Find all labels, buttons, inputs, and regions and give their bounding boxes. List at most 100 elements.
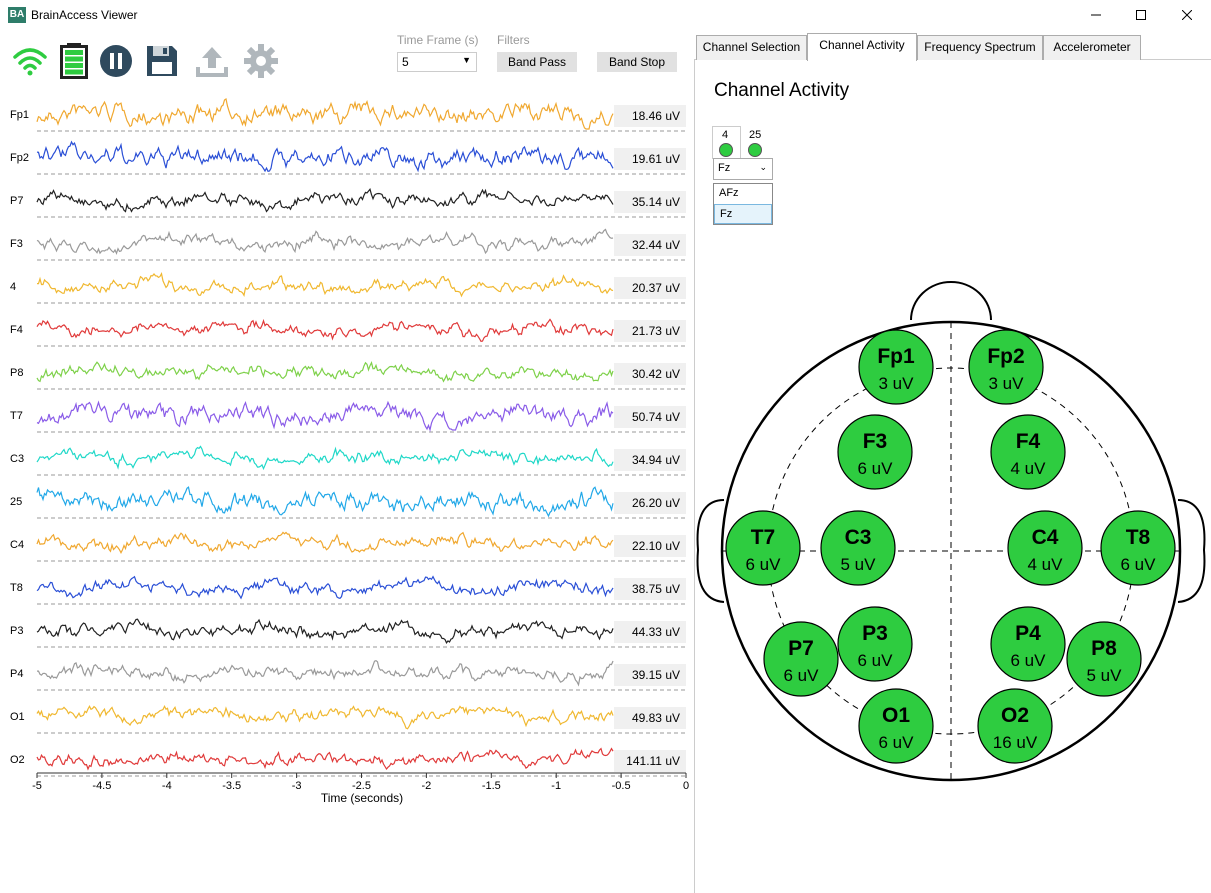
amplitude-box	[614, 191, 686, 213]
dropdown-option-selected[interactable]: Fz	[714, 204, 772, 224]
amplitude-value: 32.44 uV	[632, 238, 680, 252]
close-icon	[1182, 10, 1192, 20]
electrode-p8[interactable]: P8 5 uV	[1066, 621, 1142, 697]
electrode-name: O1	[882, 704, 910, 727]
settings-button[interactable]	[243, 43, 279, 79]
channel-label: O2	[10, 754, 25, 766]
amplitude-value: 20.37 uV	[632, 281, 680, 295]
amplitude-value: 38.75 uV	[632, 582, 680, 596]
minimize-icon	[1091, 14, 1101, 16]
channel-label: F3	[10, 238, 23, 250]
amplitude-box	[614, 664, 686, 686]
electrode-p4[interactable]: P4 6 uV	[990, 606, 1066, 682]
electrode-p3[interactable]: P3 6 uV	[837, 606, 913, 682]
maximize-button[interactable]	[1118, 0, 1164, 30]
x-tick-label: -2.5	[352, 780, 371, 792]
electrode-fp1[interactable]: Fp1 3 uV	[858, 329, 934, 405]
mini-channel-label: 25	[749, 129, 762, 141]
eeg-trace	[37, 660, 614, 687]
channel-combo-value: Fz	[718, 162, 731, 174]
electrode-c3[interactable]: C3 5 uV	[820, 510, 896, 586]
close-button[interactable]	[1164, 0, 1210, 30]
eeg-trace	[36, 98, 614, 130]
electrode-disc	[977, 688, 1053, 764]
chevron-down-icon: ▼	[462, 55, 471, 65]
electrode-t7[interactable]: T7 6 uV	[725, 510, 801, 586]
mini-channel-indicator[interactable]	[748, 143, 762, 157]
amplitude-box	[614, 449, 686, 471]
electrode-name: P4	[1015, 622, 1041, 645]
eeg-trace	[36, 531, 614, 555]
electrode-p7[interactable]: P7 6 uV	[763, 621, 839, 697]
amplitude-box	[614, 535, 686, 557]
x-tick-label: -2	[422, 780, 432, 792]
amplitude-box	[614, 621, 686, 643]
mini-channel-indicator[interactable]	[719, 143, 733, 157]
electrode-name: C3	[845, 526, 872, 549]
eeg-trace	[36, 228, 614, 255]
electrode-name: Fp1	[877, 345, 915, 368]
time-frame-label: Time Frame (s)	[397, 33, 479, 47]
x-tick-label: -0.5	[612, 780, 631, 792]
eeg-trace	[36, 445, 614, 471]
band-stop-button[interactable]: Band Stop	[597, 52, 677, 72]
electrode-value: 3 uV	[879, 374, 915, 393]
amplitude-value: 30.42 uV	[632, 367, 680, 381]
amplitude-box	[614, 406, 686, 428]
dropdown-option[interactable]: AFz	[719, 187, 739, 199]
electrode-value: 5 uV	[1087, 666, 1123, 685]
x-tick-label: 0	[683, 780, 689, 792]
amplitude-box	[614, 363, 686, 385]
electrode-fp2[interactable]: Fp2 3 uV	[968, 329, 1044, 405]
tab-accelerometer[interactable]: Accelerometer	[1043, 35, 1141, 60]
channel-label: P8	[10, 367, 23, 379]
electrode-name: F3	[863, 430, 888, 453]
upload-button[interactable]	[194, 43, 230, 79]
electrode-t8[interactable]: T8 6 uV	[1100, 510, 1176, 586]
electrode-name: T8	[1126, 526, 1151, 549]
electrode-disc	[725, 510, 801, 586]
amplitude-value: 22.10 uV	[632, 539, 680, 553]
channel-label: P3	[10, 625, 23, 637]
window-title: BrainAccess Viewer	[31, 8, 138, 22]
amplitude-value: 26.20 uV	[632, 496, 680, 510]
electrode-disc	[837, 414, 913, 490]
channel-combo-box[interactable]: Fz ⌄	[713, 158, 773, 180]
amplitude-box	[614, 578, 686, 600]
eeg-trace	[36, 400, 614, 433]
channel-label: T7	[10, 410, 23, 422]
channel-label: Fp2	[10, 152, 29, 164]
upload-icon	[196, 47, 228, 77]
amplitude-value: 21.73 uV	[632, 324, 680, 338]
tab-channel-activity[interactable]: Channel Activity	[807, 33, 917, 61]
minimize-button[interactable]	[1073, 0, 1119, 30]
electrode-disc	[763, 621, 839, 697]
channel-label: C4	[10, 539, 24, 551]
electrode-disc	[990, 414, 1066, 490]
electrode-value: 6 uV	[1011, 651, 1047, 670]
electrode-f3[interactable]: F3 6 uV	[837, 414, 913, 490]
electrode-name: P3	[862, 622, 888, 645]
electrode-f4[interactable]: F4 4 uV	[990, 414, 1066, 490]
channel-label: T8	[10, 582, 23, 594]
amplitude-box	[614, 320, 686, 342]
electrode-name: F4	[1016, 430, 1041, 453]
electrode-o2[interactable]: O2 16 uV	[977, 688, 1053, 764]
band-pass-button[interactable]: Band Pass	[497, 52, 577, 72]
electrode-value: 6 uV	[858, 651, 894, 670]
electrode-value: 4 uV	[1028, 555, 1064, 574]
time-frame-select[interactable]: 5 ▼	[397, 52, 477, 72]
wifi-icon[interactable]	[12, 43, 48, 79]
tab-channel-selection[interactable]: Channel Selection	[696, 35, 807, 60]
pause-button[interactable]	[98, 43, 134, 79]
electrode-name: C4	[1032, 526, 1059, 549]
amplitude-value: 44.33 uV	[632, 625, 680, 639]
channel-label: 25	[10, 496, 22, 508]
save-button[interactable]	[144, 43, 180, 79]
tab-frequency-spectrum[interactable]: Frequency Spectrum	[917, 35, 1043, 60]
electrode-c4[interactable]: C4 4 uV	[1007, 510, 1083, 586]
amplitude-box	[614, 148, 686, 170]
amplitude-value: 34.94 uV	[632, 453, 680, 467]
electrode-o1[interactable]: O1 6 uV	[858, 688, 934, 764]
electrode-value: 6 uV	[784, 666, 820, 685]
